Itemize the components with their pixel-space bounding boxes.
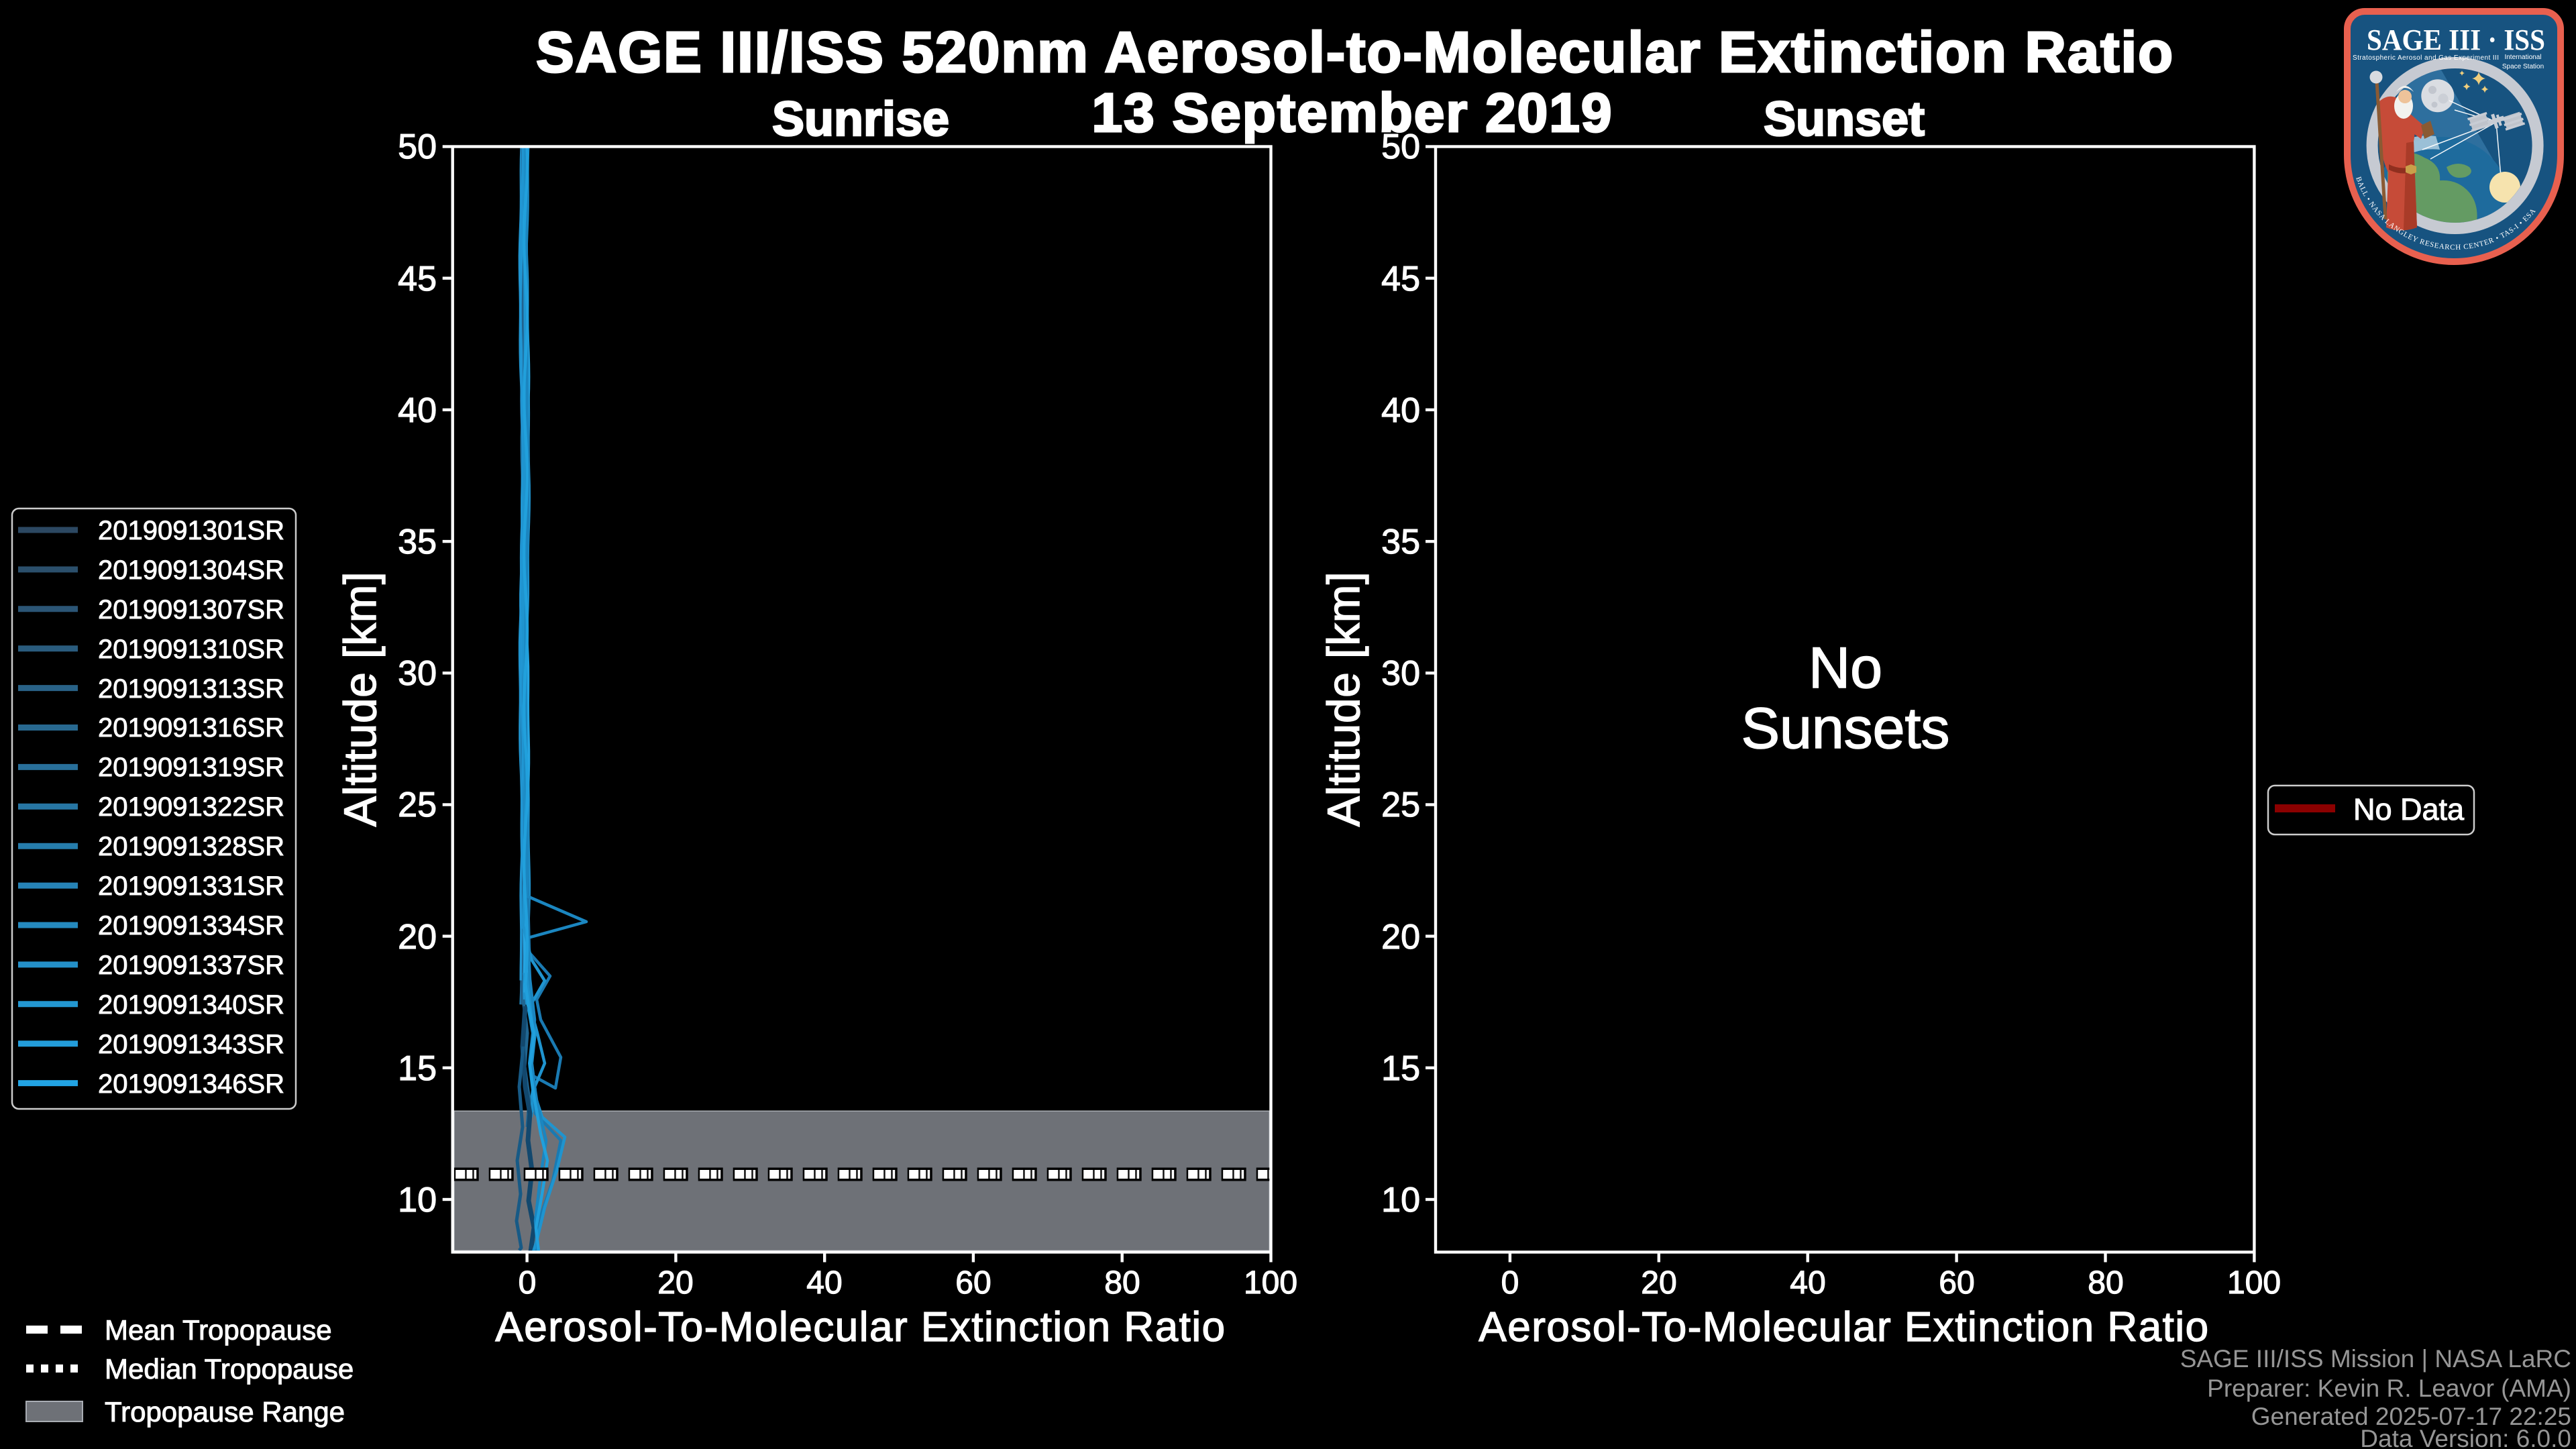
svg-text:45: 45 [1381,260,1420,299]
svg-text:40: 40 [398,391,437,430]
svg-text:Altitude [km]: Altitude [km] [1318,572,1369,827]
svg-text:15: 15 [1381,1049,1420,1088]
svg-text:2019091334SR: 2019091334SR [98,911,284,941]
svg-text:Sunset: Sunset [1764,93,1925,146]
svg-text:10: 10 [398,1181,437,1220]
svg-text:100: 100 [2227,1265,2281,1301]
svg-text:Space Station: Space Station [2502,63,2544,70]
svg-text:50: 50 [398,127,437,166]
svg-text:2019091346SR: 2019091346SR [98,1069,284,1099]
svg-text:13 September 2019: 13 September 2019 [1091,83,1613,144]
svg-text:SAGE III/ISS 520nm Aerosol-to-: SAGE III/ISS 520nm Aerosol-to-Molecular … [536,21,2174,85]
svg-text:Median Tropopause: Median Tropopause [105,1353,354,1385]
svg-text:Preparer: Kevin R. Leavor (AMA: Preparer: Kevin R. Leavor (AMA) [2207,1375,2571,1402]
svg-text:30: 30 [1381,654,1420,693]
svg-text:40: 40 [1381,391,1420,430]
svg-text:Stratospheric Aerosol and Gas: Stratospheric Aerosol and Gas Experiment… [2353,54,2499,62]
svg-text:2019091340SR: 2019091340SR [98,990,284,1020]
svg-text:Data Version: 6.0.0: Data Version: 6.0.0 [2360,1425,2571,1449]
svg-text:100: 100 [1244,1265,1297,1301]
svg-text:20: 20 [1381,918,1420,957]
svg-text:80: 80 [2088,1265,2123,1301]
svg-text:60: 60 [955,1265,991,1301]
svg-text:2019091316SR: 2019091316SR [98,713,284,743]
svg-text:Altitude [km]: Altitude [km] [335,572,386,827]
svg-text:International: International [2504,54,2541,61]
svg-text:60: 60 [1939,1265,1974,1301]
svg-text:2019091328SR: 2019091328SR [98,832,284,861]
svg-text:2019091343SR: 2019091343SR [98,1030,284,1059]
svg-text:Generated 2025-07-17 22:25: Generated 2025-07-17 22:25 [2251,1403,2571,1430]
svg-text:30: 30 [398,654,437,693]
svg-text:SAGE III · ISS: SAGE III · ISS [2367,23,2545,56]
svg-text:40: 40 [806,1265,842,1301]
svg-text:Tropopause Range: Tropopause Range [105,1396,345,1428]
svg-text:Sunsets: Sunsets [1741,696,1950,761]
svg-text:35: 35 [1381,523,1420,561]
svg-text:25: 25 [398,786,437,824]
svg-text:2019091313SR: 2019091313SR [98,674,284,704]
svg-text:40: 40 [1790,1265,1825,1301]
svg-text:2019091310SR: 2019091310SR [98,635,284,664]
svg-text:2019091331SR: 2019091331SR [98,871,284,901]
svg-text:No Data: No Data [2353,792,2465,826]
svg-text:2019091304SR: 2019091304SR [98,555,284,585]
svg-text:2019091307SR: 2019091307SR [98,595,284,625]
svg-text:20: 20 [1641,1265,1676,1301]
svg-text:Aerosol-To-Molecular Extinctio: Aerosol-To-Molecular Extinction Ratio [495,1304,1226,1350]
svg-text:2019091337SR: 2019091337SR [98,951,284,980]
svg-text:2019091319SR: 2019091319SR [98,753,284,782]
svg-text:Aerosol-To-Molecular Extinctio: Aerosol-To-Molecular Extinction Ratio [1479,1304,2209,1350]
svg-text:Sunrise: Sunrise [772,93,949,146]
svg-text:50: 50 [1381,127,1420,166]
svg-text:10: 10 [1381,1181,1420,1220]
svg-text:No: No [1809,636,1882,700]
svg-text:2019091322SR: 2019091322SR [98,792,284,822]
svg-text:45: 45 [398,260,437,299]
svg-text:20: 20 [398,918,437,957]
svg-text:Mean Tropopause: Mean Tropopause [105,1314,332,1346]
svg-text:80: 80 [1104,1265,1140,1301]
svg-text:15: 15 [398,1049,437,1088]
svg-text:SAGE III/ISS Mission | NASA La: SAGE III/ISS Mission | NASA LaRC [2180,1345,2571,1373]
svg-text:0: 0 [1501,1265,1519,1301]
svg-text:35: 35 [398,523,437,561]
svg-text:0: 0 [519,1265,537,1301]
svg-text:25: 25 [1381,786,1420,824]
svg-text:20: 20 [657,1265,693,1301]
svg-text:2019091301SR: 2019091301SR [98,516,284,545]
